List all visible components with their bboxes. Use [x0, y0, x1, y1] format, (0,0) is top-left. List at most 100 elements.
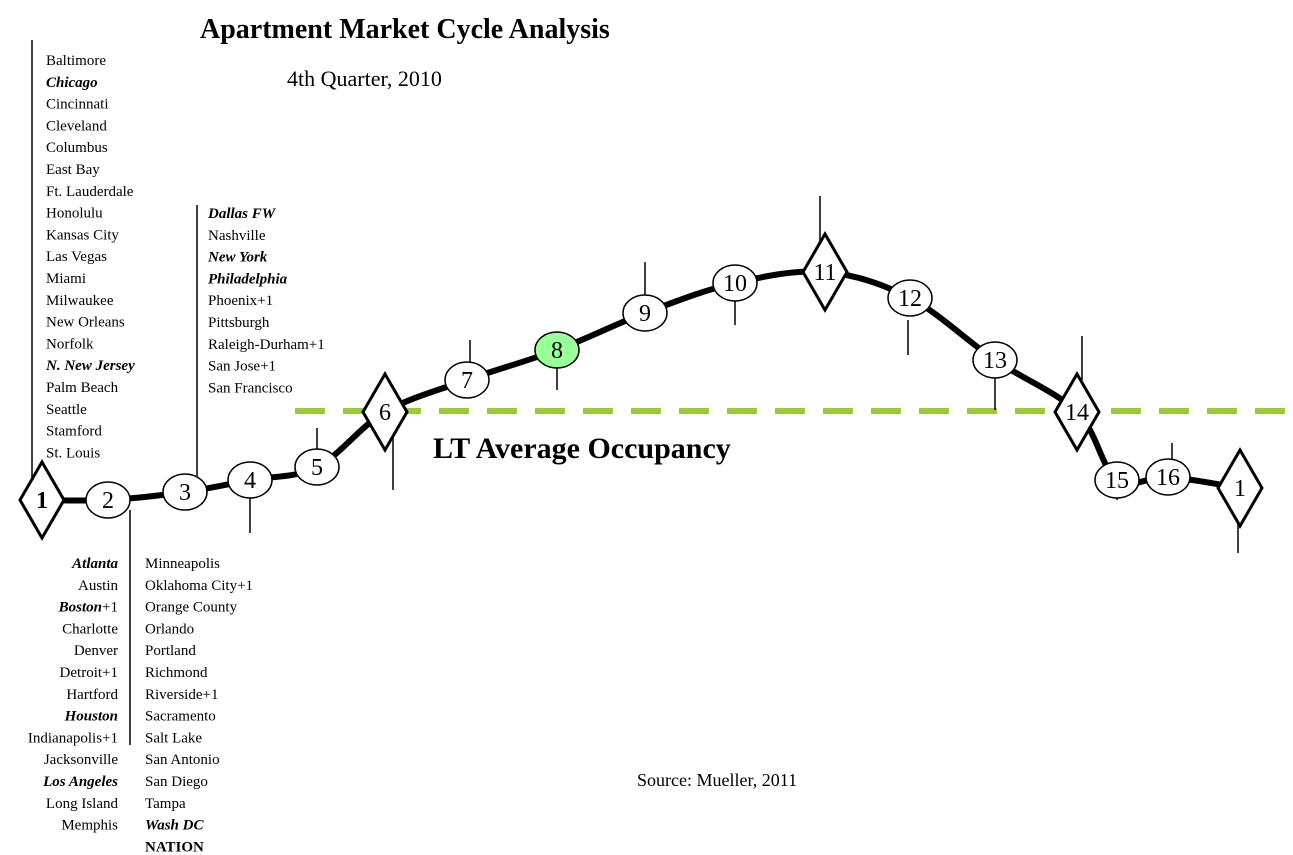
city-name: Sacramento [145, 709, 216, 725]
city: Pittsburgh [208, 315, 270, 331]
city: Norfolk [46, 336, 94, 352]
city-name: N. New Jersey [45, 358, 135, 374]
city-name: Columbus [46, 140, 108, 156]
city-name: Miami [46, 271, 86, 287]
node-label: 3 [179, 480, 191, 506]
city: Chicago [46, 75, 98, 91]
node-label: 2 [102, 488, 114, 514]
city: Salt Lake [145, 730, 202, 746]
city-name: Chicago [46, 75, 98, 91]
node-ellipse [622, 294, 668, 332]
city: St. Louis [46, 445, 100, 461]
city: New York [207, 250, 268, 266]
city: Orange County [145, 600, 238, 616]
city: Miami [46, 271, 86, 287]
city-name: Baltimore [46, 53, 106, 69]
city-name: San Francisco [208, 380, 293, 396]
city: Nashville [208, 228, 266, 244]
city: San Jose+1 [208, 359, 276, 375]
city: Raleigh-Durham+1 [208, 337, 325, 353]
city-name: Pittsburgh [208, 315, 270, 331]
city-name: Nashville [208, 228, 266, 244]
city-name: Cleveland [46, 118, 107, 134]
node-diamond [1053, 371, 1101, 453]
city-name: New Orleans [46, 315, 125, 331]
node-label: 4 [244, 468, 256, 494]
city: Baltimore [46, 53, 106, 69]
city-name: Memphis [61, 818, 118, 834]
city: Atlanta [71, 556, 118, 572]
city-name: Houston [64, 709, 118, 725]
node-ellipse [972, 341, 1018, 379]
city-name: San Diego [145, 774, 208, 790]
city-name: Philadelphia [208, 271, 288, 287]
node-label: 11 [813, 260, 836, 286]
city: Oklahoma City+1 [145, 578, 253, 594]
node-ellipse [534, 331, 580, 369]
city-name: Cincinnati [46, 97, 109, 113]
node-label: 5 [311, 455, 323, 481]
city: Los Angeles [42, 774, 118, 790]
city-name: Riverside+1 [145, 687, 218, 703]
city: Boston [58, 600, 102, 616]
city-name: Oklahoma City+1 [145, 578, 253, 594]
city-name: San Jose+1 [208, 359, 276, 375]
city: Long Island [46, 796, 119, 812]
city: San Antonio [145, 752, 220, 768]
city-name: Detroit+1 [60, 665, 118, 681]
node-label: 16 [1156, 465, 1180, 491]
city: Sacramento [145, 709, 216, 725]
node-ellipse [85, 481, 131, 519]
city: Las Vegas [46, 249, 107, 265]
node-diamond [1216, 447, 1264, 529]
node-ellipse [444, 361, 490, 399]
city-name: Portland [145, 643, 196, 659]
city-name: St. Louis [46, 445, 100, 461]
city-name: East Bay [46, 162, 100, 178]
node-label: 12 [898, 286, 922, 312]
node-ellipse [294, 448, 340, 486]
city-name: Hartford [66, 687, 118, 703]
city: Seattle [46, 402, 87, 418]
city-name: San Antonio [145, 752, 220, 768]
node-ellipse [712, 264, 758, 302]
city: East Bay [46, 162, 100, 178]
city-name: Denver [74, 643, 118, 659]
city: Ft. Lauderdale [46, 184, 134, 200]
city: Denver [74, 643, 118, 659]
city: San Diego [145, 774, 208, 790]
node-label: 13 [983, 348, 1007, 374]
city-name: Boston+1 [58, 600, 118, 616]
node-diamond [361, 371, 409, 453]
city-name: Dallas FW [207, 206, 277, 222]
subtitle: 4th Quarter, 2010 [287, 66, 442, 91]
city-name: Kansas City [46, 227, 119, 243]
city-name: Austin [78, 578, 119, 594]
city-name: Long Island [46, 796, 119, 812]
node-ellipse [1145, 458, 1191, 496]
city: N. New Jersey [45, 358, 135, 374]
node-label: 14 [1065, 400, 1089, 426]
node-label: 1 [1234, 476, 1246, 502]
line-label: LT Average Occupancy [433, 432, 731, 465]
city-name: Ft. Lauderdale [46, 184, 134, 200]
city: Richmond [145, 665, 208, 681]
city: Dallas FW [207, 206, 277, 222]
city: Philadelphia [208, 271, 288, 287]
city: Minneapolis [145, 556, 220, 572]
city-name: Honolulu [46, 206, 103, 222]
city: Tampa [145, 796, 186, 812]
city-name: Tampa [145, 796, 186, 812]
city: Houston [64, 709, 118, 725]
city: Indianapolis+1 [28, 730, 118, 746]
city-name: Minneapolis [145, 556, 220, 572]
city-name: Seattle [46, 402, 87, 418]
city: Wash DC [145, 818, 204, 834]
node-label: 8 [551, 338, 563, 364]
node-ellipse [887, 279, 933, 317]
city-name: Richmond [145, 665, 208, 681]
city-name: Las Vegas [46, 249, 107, 265]
city-name: Stamford [46, 424, 102, 440]
city-name: Milwaukee [46, 293, 114, 309]
